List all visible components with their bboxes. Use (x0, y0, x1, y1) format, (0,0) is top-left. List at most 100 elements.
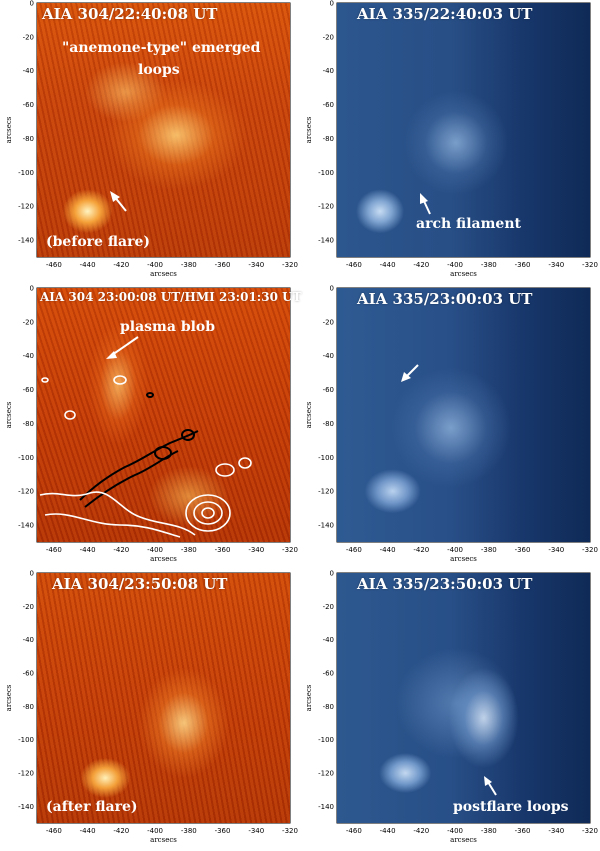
y-axis-label: arcsecs (5, 401, 13, 428)
y-tick-label: -40 (323, 67, 334, 75)
x-tick-label: -460 (346, 546, 362, 554)
y-axis-label: arcsecs (305, 684, 313, 711)
y-tick-label: -20 (323, 318, 334, 326)
y-axis-label: arcsecs (305, 401, 313, 428)
y-tick-label: -120 (18, 203, 34, 211)
y-tick-label: -140 (318, 803, 334, 811)
y-tick-label: -60 (323, 101, 334, 109)
x-tick-label: -420 (113, 546, 129, 554)
x-tick-label: -400 (447, 827, 463, 835)
x-tick-label: -340 (248, 827, 264, 835)
x-tick-label: -400 (147, 261, 163, 269)
y-tick-label: -140 (18, 237, 34, 245)
x-tick-label: -380 (481, 546, 497, 554)
aia335-image (337, 3, 590, 257)
x-tick-label: -460 (46, 827, 62, 835)
x-axis-label: arcsecs (150, 836, 177, 844)
x-tick-label: -420 (113, 261, 129, 269)
x-tick-label: -460 (46, 261, 62, 269)
x-tick-label: -360 (215, 546, 231, 554)
panel-aia335-2240: -460 -440 -420 -400 -380 -360 -340 -320 0 -20 -40 -… (300, 0, 600, 285)
y-tick-label: -80 (23, 420, 34, 428)
axes-frame: -460 -440 -420 -400 -380 -360 -340 -320 0 -20 -40 -… (305, 0, 598, 278)
x-tick-label: -320 (282, 261, 298, 269)
y-tick-label: -100 (18, 454, 34, 462)
y-tick-label: -120 (318, 203, 334, 211)
x-axis-label: arcsecs (150, 270, 177, 278)
annotation-plasma-blob: plasma blob (120, 319, 216, 335)
y-tick-label: -20 (323, 603, 334, 611)
panel-title: AIA 304/22:40:08 UT (42, 5, 218, 23)
y-tick-label: -140 (318, 237, 334, 245)
panel-title: AIA 335/23:00:03 UT (357, 290, 533, 308)
y-tick-label: -120 (18, 770, 34, 778)
y-tick-label: -140 (18, 803, 34, 811)
x-tick-label: -340 (248, 261, 264, 269)
y-tick-label: -100 (18, 169, 34, 177)
panel-aia304-2350: -460 -440 -420 -400 -380 -360 -340 -320 0 -20 -40 -… (0, 570, 300, 851)
x-tick-label: -340 (548, 827, 564, 835)
y-tick-label: 0 (30, 570, 34, 578)
x-tick-label: -460 (46, 546, 62, 554)
y-tick-label: -60 (23, 670, 34, 678)
x-tick-label: -340 (548, 261, 564, 269)
x-tick-label: -360 (515, 827, 531, 835)
x-tick-label: -360 (515, 546, 531, 554)
aia304-image (37, 573, 290, 823)
y-axis-label: arcsecs (5, 684, 13, 711)
y-tick-label: -80 (323, 135, 334, 143)
panel-aia335-2350: -460 -440 -420 -400 -380 -360 -340 -320 0 -20 -40 -… (300, 570, 600, 851)
annotation-emerged-loops: "anemone-type" emerged (62, 40, 261, 56)
x-tick-label: -360 (215, 827, 231, 835)
y-tick-label: -20 (23, 33, 34, 41)
panel-aia304-2240: -460 -440 -420 -400 -380 -360 -340 -320 0 -20 -40 -… (0, 0, 300, 285)
y-tick-label: 0 (330, 285, 334, 293)
x-axis-label: arcsecs (450, 270, 477, 278)
x-tick-label: -400 (147, 546, 163, 554)
y-tick-label: -60 (23, 101, 34, 109)
y-tick-label: -40 (323, 636, 334, 644)
x-tick-label: -340 (548, 546, 564, 554)
x-tick-label: -380 (481, 261, 497, 269)
annotation-arch-filament: arch filament (416, 216, 521, 232)
x-tick-label: -380 (181, 546, 197, 554)
y-tick-label: -100 (318, 169, 334, 177)
annotation-postflare-loops: postflare loops (453, 799, 569, 815)
y-tick-label: -140 (318, 522, 334, 530)
y-tick-label: -40 (23, 636, 34, 644)
x-tick-label: -460 (346, 261, 362, 269)
x-tick-label: -320 (582, 261, 598, 269)
x-tick-label: -320 (282, 827, 298, 835)
y-tick-label: -60 (323, 386, 334, 394)
x-tick-label: -440 (380, 827, 396, 835)
x-tick-label: -420 (413, 261, 429, 269)
x-tick-label: -460 (346, 827, 362, 835)
y-tick-label: -120 (318, 770, 334, 778)
x-tick-label: -360 (515, 261, 531, 269)
x-tick-label: -440 (80, 261, 96, 269)
x-tick-label: -440 (80, 546, 96, 554)
y-tick-label: 0 (330, 570, 334, 578)
x-tick-label: -440 (80, 827, 96, 835)
x-tick-label: -380 (181, 261, 197, 269)
y-tick-label: -120 (318, 488, 334, 496)
aia335-image (337, 573, 590, 823)
y-tick-label: -100 (318, 454, 334, 462)
y-tick-label: -60 (323, 670, 334, 678)
x-tick-label: -420 (413, 827, 429, 835)
aia335-image (337, 288, 590, 542)
y-tick-label: 0 (30, 0, 34, 8)
annotation-loops: loops (138, 62, 180, 78)
panel-title: AIA 335/23:50:03 UT (357, 575, 533, 593)
y-tick-label: 0 (330, 0, 334, 8)
y-axis-label: arcsecs (5, 116, 13, 143)
y-axis-label: arcsecs (305, 116, 313, 143)
annotation-after-flare: (after flare) (46, 799, 138, 815)
annotation-before-flare: (before flare) (46, 234, 150, 250)
y-tick-label: -120 (18, 488, 34, 496)
x-tick-label: -380 (181, 827, 197, 835)
x-axis-label: arcsecs (150, 555, 177, 563)
y-tick-label: -20 (323, 33, 334, 41)
y-tick-label: -20 (23, 318, 34, 326)
x-tick-label: -340 (248, 546, 264, 554)
